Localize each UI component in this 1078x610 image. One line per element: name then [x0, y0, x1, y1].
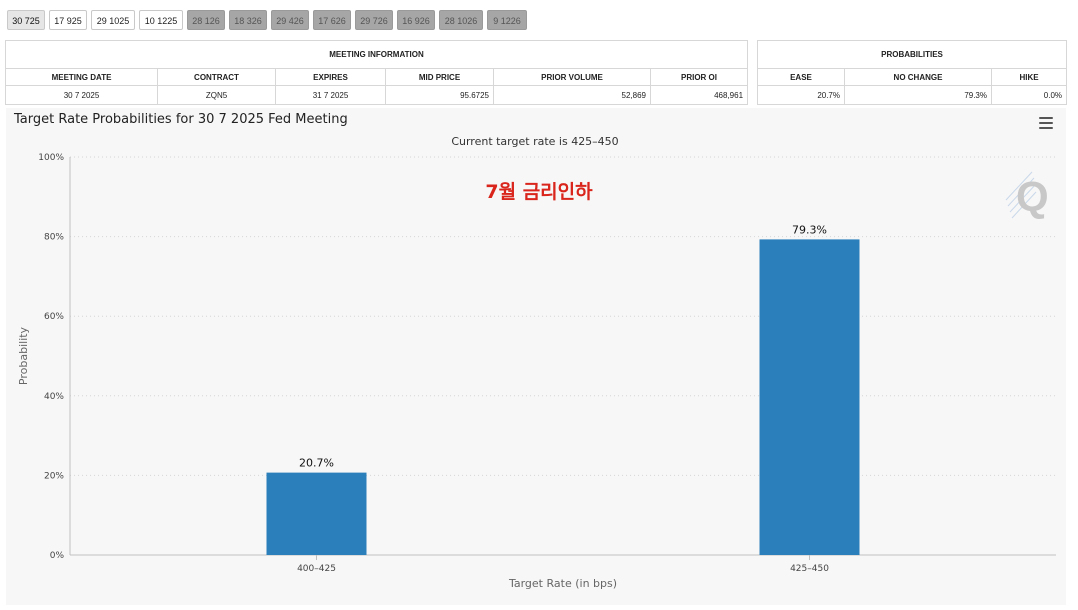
watermark-logo: Q: [1005, 171, 1049, 220]
expires-value: 31 7 2025: [275, 85, 386, 105]
chart-title: Target Rate Probabilities for 30 7 2025 …: [14, 112, 348, 127]
svg-text:Q: Q: [1016, 173, 1049, 220]
bar-425–450[interactable]: [759, 239, 860, 556]
menu-line: [1039, 127, 1053, 129]
x-tick-label: 425–450: [790, 564, 829, 574]
no-change-value: 79.3%: [844, 85, 992, 105]
y-tick-label: 100%: [38, 153, 64, 163]
menu-line: [1039, 122, 1053, 124]
x-axis-label: Target Rate (in bps): [508, 577, 617, 590]
tab-28-1026[interactable]: 28 1026: [439, 10, 483, 30]
tab-30-725[interactable]: 30 725: [7, 10, 45, 30]
tab-16-926[interactable]: 16 926: [397, 10, 435, 30]
ease-header: EASE: [757, 68, 845, 86]
tab-17-626[interactable]: 17 626: [313, 10, 351, 30]
y-tick-label: 60%: [44, 312, 64, 322]
mid-price-header: MID PRICE: [385, 68, 494, 86]
no-change-header: NO CHANGE: [844, 68, 992, 86]
y-tick-label: 20%: [44, 471, 64, 481]
probabilities-table: PROBABILITIES EASE NO CHANGE HIKE 20.7% …: [757, 40, 1067, 105]
menu-line: [1039, 117, 1053, 119]
hike-header: HIKE: [991, 68, 1067, 86]
tab-28-126[interactable]: 28 126: [187, 10, 225, 30]
hike-value: 0.0%: [991, 85, 1067, 105]
probabilities-title: PROBABILITIES: [757, 40, 1067, 69]
tab-17-925[interactable]: 17 925: [49, 10, 87, 30]
chart-menu-icon[interactable]: [1039, 117, 1053, 129]
prior-oi-value: 468,961: [649, 85, 749, 105]
contract-header: CONTRACT: [157, 68, 276, 86]
chart-panel: [6, 108, 1066, 605]
y-axis-label: Probability: [17, 326, 30, 385]
y-tick-label: 80%: [44, 233, 64, 243]
data-label: 79.3%: [792, 223, 827, 236]
tab-9-1226[interactable]: 9 1226: [487, 10, 527, 30]
x-tick-label: 400–425: [297, 564, 336, 574]
chart-subtitle: Current target rate is 425–450: [451, 135, 618, 148]
meeting-date-header: MEETING DATE: [5, 68, 158, 86]
tab-29-426[interactable]: 29 426: [271, 10, 309, 30]
meeting-date-value: 30 7 2025: [5, 85, 158, 105]
chart-annotation: 7월 금리인하: [485, 181, 593, 203]
tab-18-326[interactable]: 18 326: [229, 10, 267, 30]
meeting-information-table: MEETING INFORMATION MEETING DATE CONTRAC…: [4, 40, 749, 105]
meeting-information-title: MEETING INFORMATION: [4, 40, 749, 69]
prior-oi-header: PRIOR OI: [649, 68, 749, 86]
prior-volume-value: 52,869: [493, 85, 651, 105]
bar-400–425[interactable]: [266, 472, 367, 555]
y-tick-label: 40%: [44, 392, 64, 402]
y-tick-label: 0%: [50, 551, 65, 561]
tab-29-726[interactable]: 29 726: [355, 10, 393, 30]
data-label: 20.7%: [299, 457, 334, 470]
contract-value: ZQN5: [157, 85, 276, 105]
tab-29-1025[interactable]: 29 1025: [91, 10, 135, 30]
tab-10-1225[interactable]: 10 1225: [139, 10, 183, 30]
